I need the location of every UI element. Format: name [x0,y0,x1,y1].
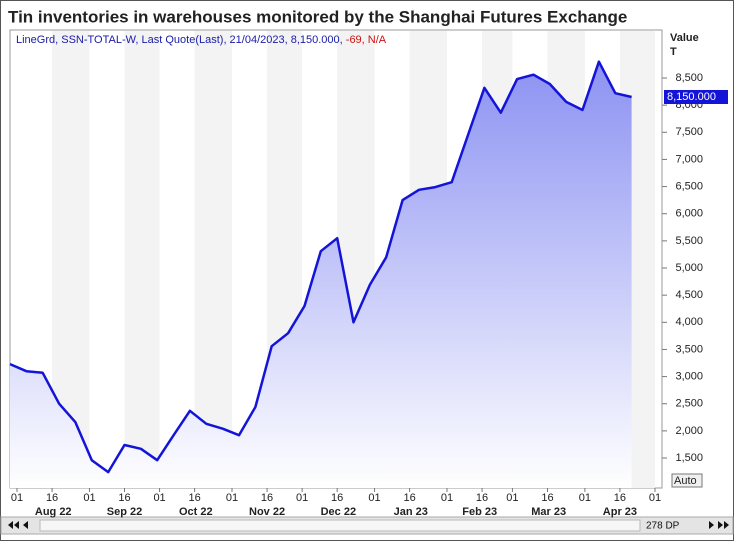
y-tick-label: 8,500 [675,72,703,84]
last-value-label: 8,150.000 [667,91,716,103]
header-info: LineGrd, SSN-TOTAL-W, Last Quote(Last), … [16,34,343,46]
y-tick-label: 2,000 [675,425,703,437]
x-tick-label: 01 [226,492,238,504]
scroll-track[interactable] [39,519,641,532]
scroll-forward[interactable] [709,521,714,529]
x-tick-label: 16 [541,492,553,504]
chart-title: Tin inventories in warehouses monitored … [8,7,627,26]
x-tick-label: 16 [331,492,343,504]
x-tick-label: 01 [368,492,380,504]
x-tick-label: 01 [296,492,308,504]
y-tick-label: 1,500 [675,452,703,464]
x-tick-label: 01 [506,492,518,504]
y-tick-label: 2,500 [675,398,703,410]
column-stripe [124,31,160,488]
x-tick-label: 01 [441,492,453,504]
scroll-last[interactable] [718,521,729,529]
x-tick-label: 16 [614,492,626,504]
scroll-first[interactable] [8,521,19,529]
x-tick-label: 01 [153,492,165,504]
month-label: Dec 22 [321,506,356,518]
y-tick-label: 5,000 [675,262,703,274]
month-label: Oct 22 [179,506,213,518]
x-tick-label: 01 [649,492,661,504]
y-tick-label: 6,500 [675,180,703,192]
month-label: Mar 23 [531,506,566,518]
y-tick-label: 7,000 [675,153,703,165]
y-tick-label: 4,000 [675,316,703,328]
x-tick-label: 16 [476,492,488,504]
month-label: Aug 22 [35,506,72,518]
y-tick-label: 3,000 [675,371,703,383]
x-tick-label: 16 [46,492,58,504]
y-axis-unit: T [670,46,677,58]
x-tick-label: 16 [118,492,130,504]
x-tick-label: 16 [188,492,200,504]
x-tick-label: 16 [403,492,415,504]
line [9,60,632,474]
y-tick-label: 5,500 [675,235,703,247]
last-value-box [664,89,728,104]
x-tick-label: 16 [261,492,273,504]
y-tick-label: 7,500 [675,126,703,138]
x-tick-label: 01 [579,492,591,504]
y-tick-label: 3,500 [675,343,703,355]
x-tick-label: 01 [83,492,95,504]
y-tick-label: 4,500 [675,289,703,301]
month-label: Feb 23 [462,506,497,518]
month-label: Apr 23 [603,506,637,518]
month-label: Sep 22 [107,506,142,518]
month-label: Nov 22 [249,506,285,518]
x-tick-label: 01 [11,492,23,504]
column-stripe [194,31,233,488]
auto-button[interactable] [671,473,703,488]
auto-button-label[interactable]: Auto [674,475,697,487]
header-change: -69, N/A [346,34,387,46]
scroll-back[interactable] [23,521,28,529]
area-fill [10,61,632,488]
legend-header: LineGrd, SSN-TOTAL-W, Last Quote(Last), … [16,34,387,46]
points-label: 278 DP [646,521,680,532]
y-axis-title: Value [670,32,699,44]
month-label: Jan 23 [394,506,428,518]
y-tick-label: 6,000 [675,208,703,220]
